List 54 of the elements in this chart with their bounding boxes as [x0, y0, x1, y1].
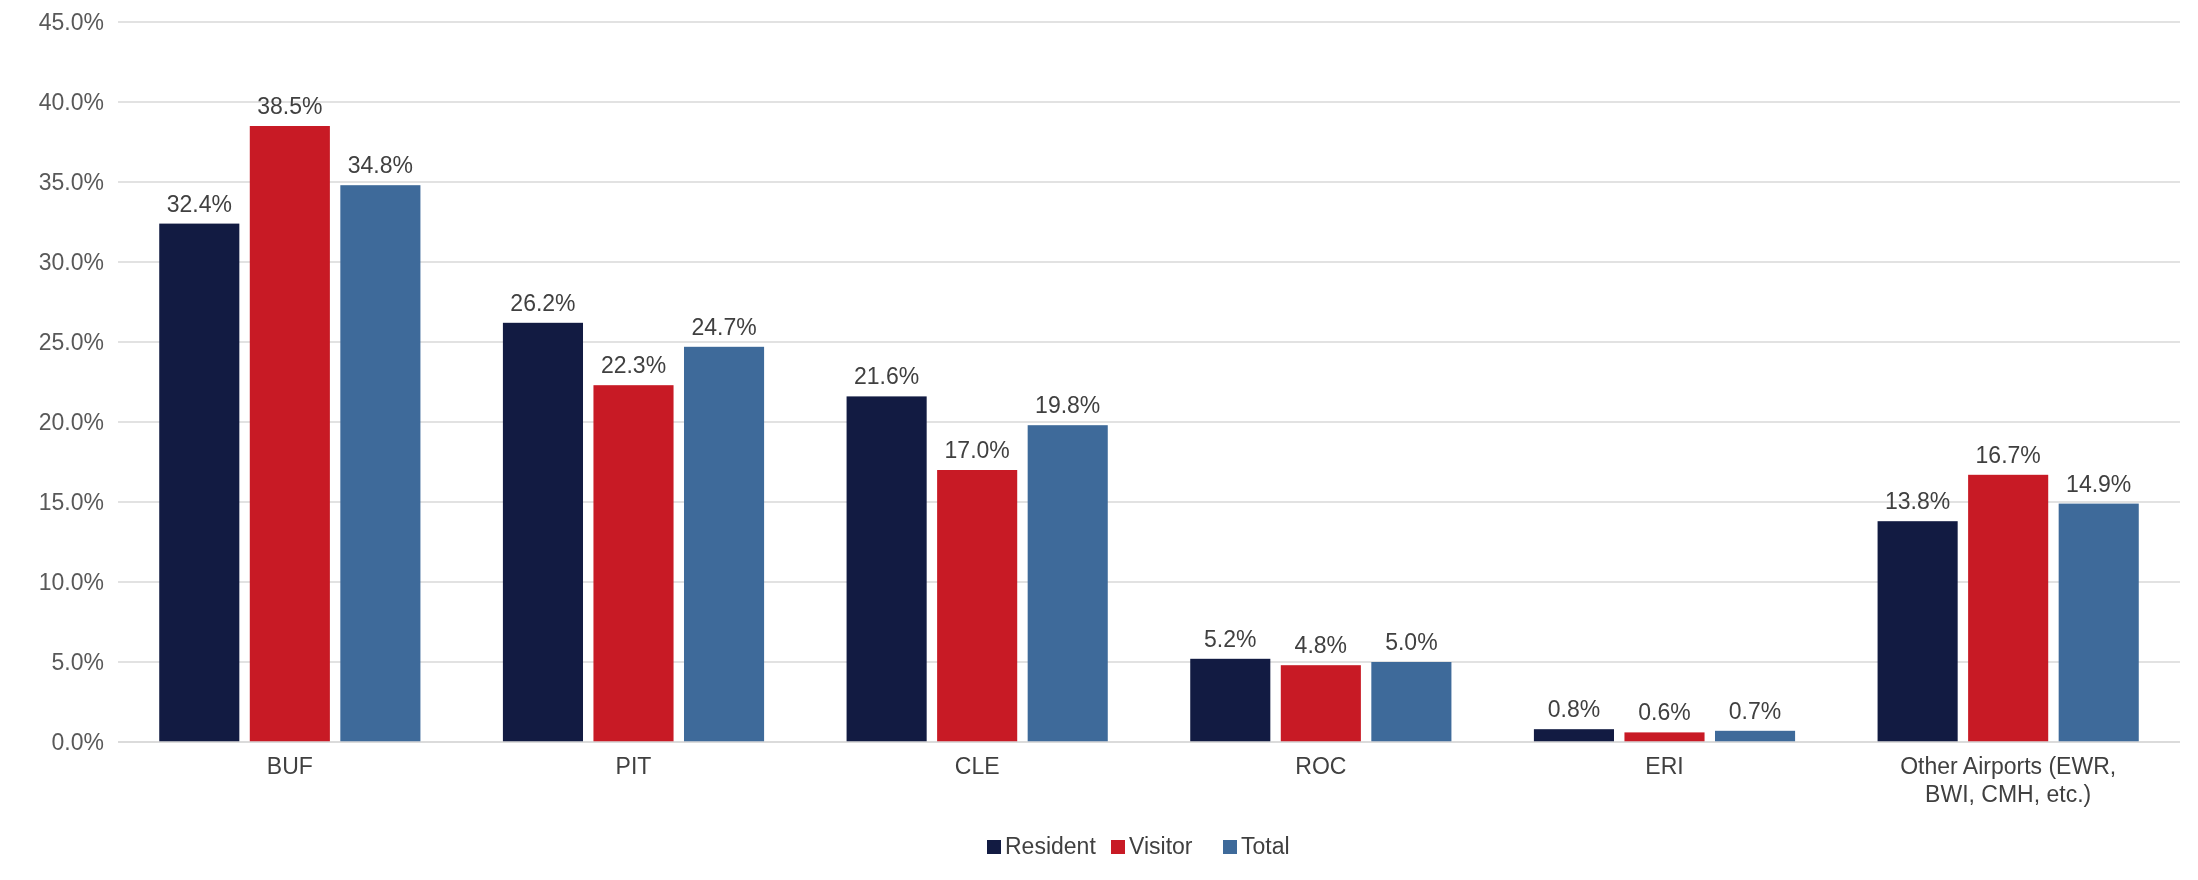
- data-label: 22.3%: [600, 352, 667, 379]
- bar: [1533, 729, 1615, 742]
- data-label: 0.6%: [1638, 699, 1691, 726]
- x-tick-label: Other Airports (EWR, BWI, CMH, etc.): [1900, 753, 2117, 807]
- data-label: 32.4%: [166, 190, 232, 217]
- bar: [1968, 474, 2049, 742]
- bar: [1190, 658, 1271, 742]
- data-label: 13.8%: [1885, 488, 1951, 515]
- y-tick-label: 10.0%: [38, 569, 104, 596]
- bar: [937, 470, 1018, 742]
- data-label: 19.8%: [1035, 392, 1101, 419]
- data-label: 17.0%: [944, 437, 1010, 463]
- bar: [1371, 662, 1452, 742]
- y-tick-label: 0.0%: [51, 729, 104, 756]
- legend-label: Visitor: [1129, 833, 1193, 859]
- data-label: 4.8%: [1294, 632, 1348, 659]
- y-tick-label: 15.0%: [38, 489, 104, 516]
- x-tick-label: CLE: [954, 753, 1000, 779]
- bar: [593, 385, 674, 742]
- data-label: 38.5%: [257, 93, 323, 119]
- bar: [2058, 503, 2139, 742]
- bar: [249, 126, 330, 742]
- bar: [846, 396, 927, 742]
- data-label: 21.6%: [854, 363, 920, 390]
- data-label: 24.7%: [691, 313, 757, 340]
- bar: [1280, 665, 1361, 742]
- data-label: 26.2%: [510, 289, 576, 316]
- bar: [502, 322, 583, 742]
- data-label: 5.2%: [1204, 625, 1257, 652]
- data-label: 5.0%: [1385, 629, 1438, 655]
- data-label: 16.7%: [1975, 441, 2041, 468]
- x-tick-label: ERI: [1645, 753, 1684, 779]
- bar: [1624, 732, 1705, 742]
- bar: [1027, 425, 1108, 742]
- data-label: 0.8%: [1547, 696, 1601, 723]
- y-tick-label: 20.0%: [38, 409, 104, 436]
- y-tick-label: 35.0%: [38, 169, 104, 196]
- x-tick-label: ROC: [1295, 753, 1347, 779]
- legend-label: Resident: [1005, 833, 1097, 859]
- data-label: 14.9%: [2066, 470, 2132, 497]
- legend-label: Total: [1241, 833, 1290, 859]
- x-tick-label: BUF: [266, 753, 313, 779]
- bar: [684, 346, 765, 742]
- y-tick-label: 40.0%: [38, 89, 104, 116]
- bar: [340, 185, 421, 742]
- data-label: 0.7%: [1728, 697, 1782, 724]
- data-label: 34.8%: [347, 152, 413, 179]
- bar: [1877, 521, 1958, 742]
- bar: [159, 223, 240, 742]
- y-tick-label: 45.0%: [38, 9, 104, 36]
- x-tick-label: PIT: [615, 753, 652, 779]
- y-tick-label: 25.0%: [38, 329, 104, 356]
- y-tick-label: 30.0%: [38, 249, 104, 276]
- y-tick-label: 5.0%: [51, 649, 104, 676]
